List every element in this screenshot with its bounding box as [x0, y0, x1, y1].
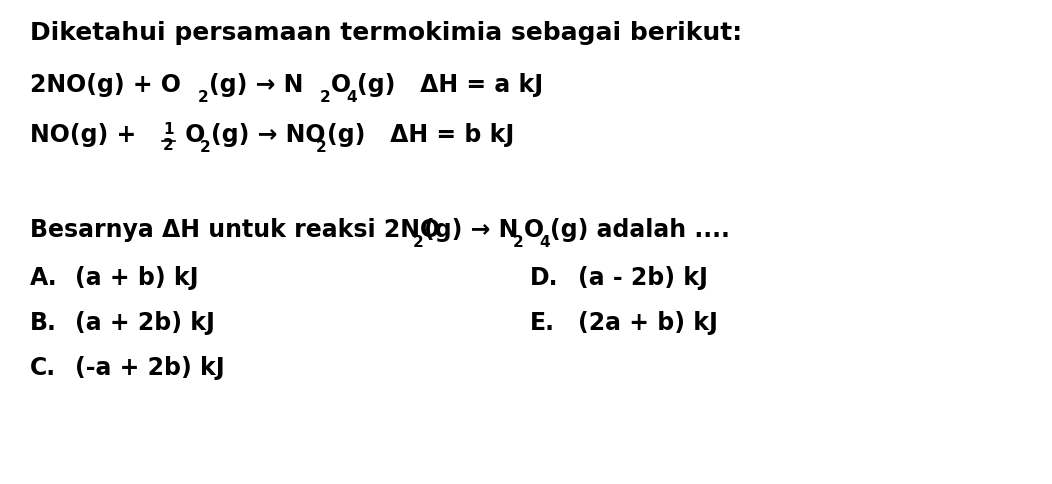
Text: NO(g) +: NO(g) +: [31, 123, 144, 147]
Text: (g)   ΔH = b kJ: (g) ΔH = b kJ: [327, 123, 514, 147]
Text: (-a + 2b) kJ: (-a + 2b) kJ: [75, 355, 225, 379]
Text: 2: 2: [200, 140, 210, 155]
Text: 2: 2: [320, 90, 330, 105]
Text: A.: A.: [31, 265, 58, 289]
Text: O: O: [524, 217, 544, 242]
Text: C.: C.: [31, 355, 56, 379]
Text: (g) → NO: (g) → NO: [211, 123, 325, 147]
Text: E.: E.: [530, 310, 555, 334]
Text: O: O: [331, 73, 351, 97]
Text: (g) → N: (g) → N: [424, 217, 519, 242]
Text: 2: 2: [198, 90, 208, 105]
Text: 4: 4: [346, 90, 357, 105]
Text: (2a + b) kJ: (2a + b) kJ: [578, 310, 717, 334]
Text: Diketahui persamaan termokimia sebagai berikut:: Diketahui persamaan termokimia sebagai b…: [31, 21, 742, 45]
Text: 2: 2: [316, 140, 327, 155]
Text: (g) adalah ....: (g) adalah ....: [550, 217, 730, 242]
Text: O: O: [177, 123, 205, 147]
Text: 4: 4: [539, 235, 549, 249]
Text: (a - 2b) kJ: (a - 2b) kJ: [578, 265, 708, 289]
Text: B.: B.: [31, 310, 57, 334]
Text: (a + 2b) kJ: (a + 2b) kJ: [75, 310, 215, 334]
Text: (g)   ΔH = a kJ: (g) ΔH = a kJ: [357, 73, 543, 97]
Text: 2: 2: [413, 235, 424, 249]
Text: 2: 2: [163, 138, 174, 152]
Text: 2NO(g) + O: 2NO(g) + O: [31, 73, 181, 97]
Text: (g) → N: (g) → N: [209, 73, 303, 97]
Text: 2: 2: [513, 235, 524, 249]
Text: Besarnya ΔH untuk reaksi 2NO: Besarnya ΔH untuk reaksi 2NO: [31, 217, 440, 242]
Text: D.: D.: [530, 265, 559, 289]
Text: 1: 1: [163, 122, 174, 136]
Text: (a + b) kJ: (a + b) kJ: [75, 265, 199, 289]
